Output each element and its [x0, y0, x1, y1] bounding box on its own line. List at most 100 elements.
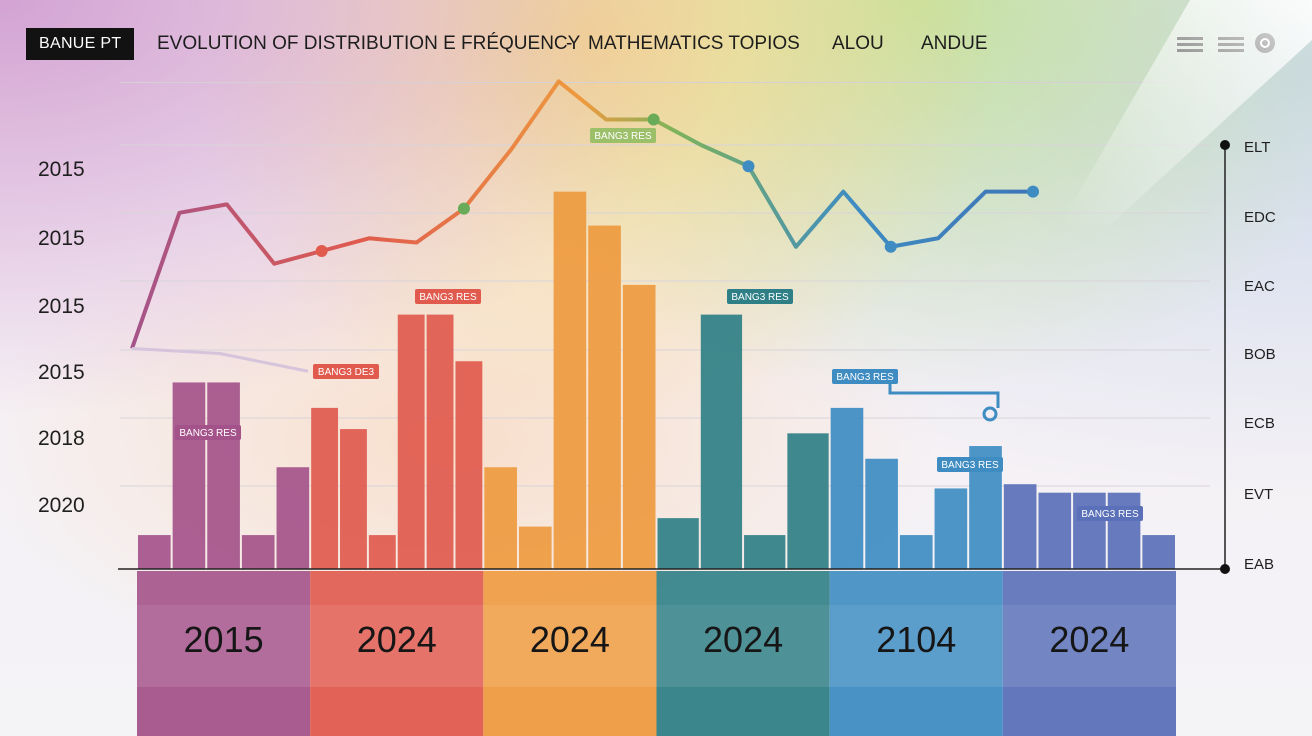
bar — [340, 429, 367, 569]
right-axis — [1220, 140, 1230, 574]
annotation-tag: BANG3 RES — [1077, 506, 1143, 521]
bar — [622, 284, 656, 569]
annotation-tag: BANG3 RES — [415, 289, 481, 304]
bar — [553, 191, 587, 569]
header-bar: BANUE PT EVOLUTION OF DISTRIBUTION E FRÉ… — [0, 0, 1312, 86]
trend-point — [742, 160, 755, 173]
period-band — [137, 605, 311, 687]
bar — [588, 225, 621, 569]
bar — [455, 361, 483, 569]
bar — [518, 526, 552, 569]
bar — [1003, 484, 1037, 569]
brand-badge[interactable]: BANUE PT — [26, 28, 135, 60]
connector-line — [888, 380, 1000, 408]
trend-point — [457, 202, 470, 215]
annotation-text: BANG3 RES — [836, 372, 894, 383]
period-label: 2104 — [876, 619, 956, 660]
period-band — [483, 605, 657, 687]
right-axis-tick-label: EAC — [1244, 278, 1275, 295]
bar — [830, 407, 864, 569]
period-band — [310, 605, 484, 687]
annotation-text: BANG3 RES — [419, 292, 477, 303]
period-label: 2024 — [703, 619, 783, 660]
period-label: 2024 — [357, 619, 437, 660]
right-axis-tick-label: ELT — [1244, 139, 1271, 156]
y-axis-tick-label: 2018 — [38, 427, 85, 450]
right-axis-tick-label: EVT — [1244, 486, 1274, 503]
bar — [657, 518, 699, 569]
period-band-top — [656, 571, 830, 605]
bar — [1073, 492, 1106, 569]
right-axis-tick-label: ECB — [1244, 415, 1275, 432]
nav-item-andue[interactable]: ANDUE — [921, 33, 988, 54]
bar — [1107, 492, 1141, 569]
bar — [311, 407, 339, 569]
period-label: 2015 — [184, 619, 264, 660]
title-separator: - — [566, 33, 573, 54]
light-beam-decoration — [1060, 0, 1312, 225]
bar — [744, 535, 786, 569]
nav-item-alou[interactable]: ALOU — [832, 33, 884, 54]
bar — [700, 314, 743, 569]
connector-end-marker — [982, 406, 998, 422]
period-band-top — [829, 571, 1003, 605]
period-band-top — [310, 571, 484, 605]
bar — [426, 314, 454, 569]
annotation-text: BANG3 RES — [1081, 509, 1139, 520]
chart-title: EVOLUTION OF DISTRIBUTION E FRÉQUENCY — [157, 33, 581, 54]
bar — [368, 535, 396, 569]
period-band-bottom — [137, 687, 311, 736]
annotation-tag: BANG3 RES — [832, 369, 898, 384]
y-axis-tick-label: 2015 — [38, 361, 85, 384]
period-band-top — [1002, 571, 1176, 605]
right-axis-tick-label: BOB — [1244, 346, 1276, 363]
bar — [138, 535, 171, 569]
trend-point — [315, 245, 328, 257]
period-band — [1002, 605, 1176, 687]
bar — [934, 488, 968, 569]
trend-line — [130, 79, 1033, 350]
bar — [484, 467, 517, 569]
annotation-text: BANG3 RES — [731, 292, 789, 303]
bar — [241, 535, 275, 569]
annotation-text: BANG3 DE3 — [318, 367, 375, 378]
y-axis-tick-label: 2015 — [38, 158, 85, 181]
period-band-bottom — [310, 687, 484, 736]
bar — [787, 433, 829, 569]
annotation-tag: BANG3 DE3 — [313, 364, 379, 379]
period-band — [656, 605, 830, 687]
bar — [899, 535, 933, 569]
right-axis-tick-label: EDC — [1244, 209, 1276, 226]
trend-point — [1027, 185, 1039, 198]
annotation-text: BANG3 RES — [594, 131, 652, 142]
period-band-top — [137, 571, 311, 605]
bar — [276, 467, 310, 569]
period-band-bottom — [656, 687, 830, 736]
bar — [172, 382, 206, 569]
bar — [207, 382, 240, 569]
annotation-tag: BANG3 RES — [937, 457, 1003, 472]
bar — [397, 314, 425, 569]
y-axis-tick-label: 2020 — [38, 494, 85, 517]
annotation-tag: BANG3 RES — [727, 289, 793, 304]
y-axis-tick-label: 2015 — [38, 295, 85, 318]
period-label: 2024 — [530, 619, 610, 660]
y-axis-tick-label: 2015 — [38, 227, 85, 250]
period-band-top — [483, 571, 657, 605]
annotation-tag: BANG3 RES — [175, 425, 241, 440]
period-label: 2024 — [1049, 619, 1129, 660]
bar — [1142, 535, 1175, 569]
annotation-tag: BANG3 RES — [590, 128, 656, 143]
bar — [1038, 492, 1072, 569]
right-axis-tick-label: EAB — [1244, 556, 1275, 573]
period-band-bottom — [1002, 687, 1176, 736]
bar — [865, 458, 898, 569]
nav-item-topics[interactable]: MATHEMATICS TOPIOS — [588, 33, 800, 54]
annotation-text: BANG3 RES — [941, 460, 999, 471]
header-divider — [120, 82, 1174, 83]
annotation-text: BANG3 RES — [179, 428, 237, 439]
trend-point — [884, 240, 897, 253]
period-band-bottom — [829, 687, 1003, 736]
period-band — [829, 605, 1003, 687]
